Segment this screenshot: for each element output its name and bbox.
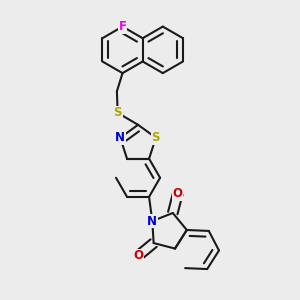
Text: S: S <box>152 131 160 144</box>
Text: S: S <box>113 106 122 119</box>
Text: F: F <box>118 20 127 33</box>
Text: N: N <box>147 214 157 228</box>
Text: O: O <box>173 187 183 200</box>
Text: O: O <box>133 249 143 262</box>
Text: N: N <box>115 131 125 144</box>
